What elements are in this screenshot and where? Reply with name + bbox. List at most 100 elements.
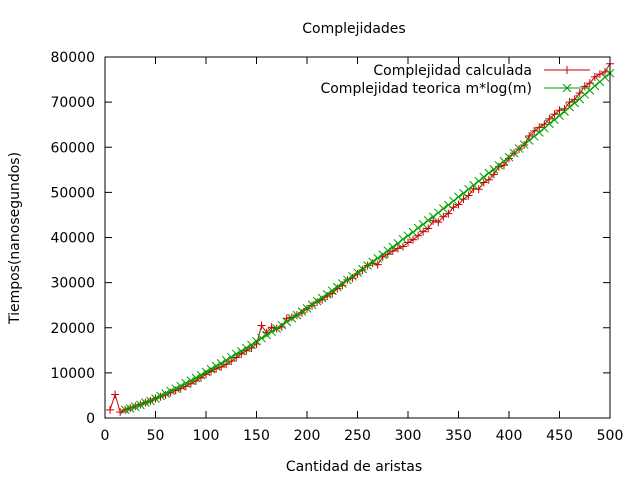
data-point — [161, 389, 170, 398]
data-point — [444, 209, 453, 218]
data-point — [156, 391, 165, 401]
data-point — [120, 405, 130, 415]
data-point — [418, 220, 428, 229]
data-point — [525, 131, 534, 140]
series-layer — [106, 59, 615, 417]
data-point — [125, 404, 135, 413]
x-tick-label: 450 — [546, 428, 573, 444]
data-point — [378, 250, 388, 260]
x-tick-label: 0 — [101, 428, 110, 444]
data-point — [322, 290, 332, 299]
data-point — [217, 363, 226, 372]
y-tick-label: 20000 — [50, 321, 95, 337]
data-point — [317, 293, 327, 303]
data-point — [171, 384, 181, 394]
data-point — [499, 156, 509, 166]
data-point — [216, 359, 226, 368]
y-tick-label: 30000 — [50, 276, 95, 292]
data-point — [135, 400, 145, 410]
data-point — [519, 140, 529, 149]
data-point — [337, 279, 347, 288]
data-point — [419, 227, 428, 236]
data-point — [373, 253, 383, 263]
plot-frame — [104, 56, 611, 419]
data-point — [433, 208, 443, 218]
data-point — [489, 165, 499, 174]
data-point — [590, 72, 599, 81]
data-point — [474, 185, 483, 194]
data-point — [595, 70, 604, 79]
data-point — [550, 115, 559, 125]
data-point — [348, 271, 357, 281]
data-point — [404, 238, 412, 247]
legend-label: Complejidad calculada — [373, 63, 532, 79]
data-point — [292, 310, 302, 320]
y-tick-label: 60000 — [50, 140, 95, 156]
data-point — [353, 268, 362, 278]
data-point — [494, 160, 504, 170]
data-point — [282, 314, 291, 323]
data-point — [181, 378, 191, 388]
data-point — [257, 333, 266, 343]
data-point — [428, 212, 438, 222]
data-point — [332, 282, 342, 292]
data-point — [479, 172, 489, 182]
data-point — [166, 386, 176, 396]
data-point — [545, 114, 554, 123]
data-point — [529, 132, 539, 141]
data-point — [368, 257, 378, 267]
x-tick-label: 350 — [445, 428, 472, 444]
data-point — [272, 324, 282, 334]
data-point — [550, 110, 559, 119]
data-point — [413, 223, 423, 233]
data-point — [267, 327, 277, 337]
legend-marker — [562, 83, 572, 93]
data-point — [489, 170, 498, 179]
data-point — [186, 376, 196, 385]
data-point — [555, 111, 564, 121]
x-tick-label: 50 — [147, 428, 165, 444]
y-tick-label: 10000 — [50, 366, 95, 382]
data-point — [398, 234, 408, 244]
data-point — [388, 247, 397, 256]
data-point — [231, 349, 241, 359]
data-point — [429, 216, 438, 225]
data-point — [438, 204, 448, 213]
data-point — [236, 346, 246, 356]
data-point — [327, 286, 337, 296]
data-point — [469, 180, 479, 190]
data-point — [297, 307, 307, 316]
x-tick-label: 200 — [294, 428, 321, 444]
y-tick-label: 0 — [86, 411, 95, 427]
x-tick-label: 150 — [243, 428, 270, 444]
data-point — [545, 119, 554, 129]
data-point — [444, 200, 453, 210]
data-point — [535, 123, 544, 132]
data-point — [534, 128, 544, 137]
data-point — [424, 224, 433, 233]
data-point — [590, 81, 600, 91]
data-point — [252, 336, 261, 346]
y-tick-label: 50000 — [50, 185, 95, 201]
data-point — [211, 361, 221, 371]
data-point — [484, 168, 494, 178]
data-point — [226, 352, 236, 362]
y-axis-label: Tiempos(nanosegundos) — [7, 152, 23, 325]
data-point — [565, 98, 574, 107]
data-point — [580, 90, 590, 99]
data-point — [388, 242, 398, 252]
data-point — [439, 212, 448, 221]
data-point — [196, 370, 206, 380]
data-point — [514, 144, 524, 153]
x-axis-label: Cantidad de aristas — [286, 459, 422, 475]
data-point — [464, 184, 473, 194]
x-tick-label: 100 — [193, 428, 220, 444]
data-point — [191, 373, 201, 383]
y-tick-label: 40000 — [50, 231, 95, 247]
data-point — [530, 127, 539, 136]
data-point — [282, 317, 292, 327]
data-point — [434, 218, 443, 227]
legend: Complejidad calculada Complejidad teorica… — [320, 63, 590, 97]
data-point — [398, 242, 407, 251]
